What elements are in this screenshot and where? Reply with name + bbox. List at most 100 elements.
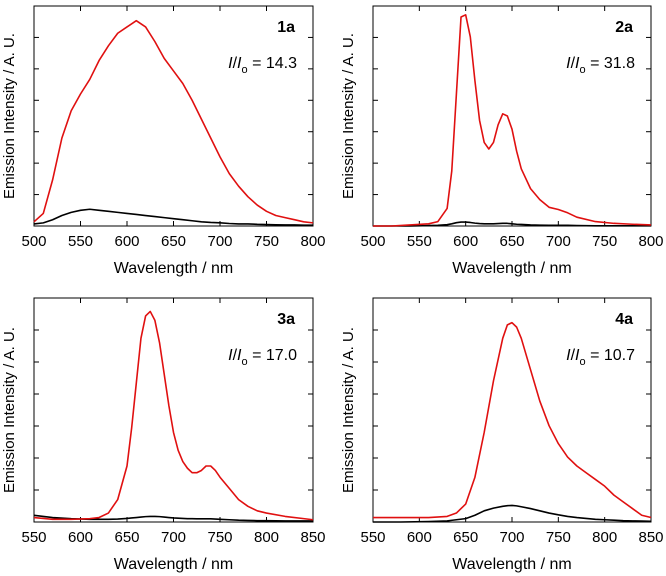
- data-point-after: [586, 472, 587, 473]
- data-point-after: [460, 16, 461, 17]
- data-point-before: [604, 519, 605, 520]
- data-point-before: [567, 516, 568, 517]
- data-point-before: [484, 223, 485, 224]
- data-point-after: [576, 217, 577, 218]
- data-point-after: [99, 60, 100, 61]
- data-point-before: [632, 520, 633, 521]
- data-point-after: [210, 137, 211, 138]
- data-point-after: [502, 338, 503, 339]
- panel-label: 1a: [277, 19, 295, 36]
- x-tick-label: 650: [499, 233, 524, 250]
- data-point-after: [576, 465, 577, 466]
- data-point-after: [312, 519, 313, 520]
- panel-label: 2a: [615, 19, 633, 36]
- data-point-before: [159, 516, 160, 517]
- x-tick-label: 600: [453, 233, 478, 250]
- data-point-before: [247, 520, 248, 521]
- data-point-before: [71, 212, 72, 213]
- data-point-before: [173, 218, 174, 219]
- data-point-after: [372, 517, 373, 518]
- data-point-after: [511, 129, 512, 130]
- data-point-before: [303, 520, 304, 521]
- data-point-before: [238, 223, 239, 224]
- data-point-after: [168, 405, 169, 406]
- data-point-after: [507, 324, 508, 325]
- data-point-before: [479, 223, 480, 224]
- data-point-before: [539, 510, 540, 511]
- x-tick-label: 850: [300, 529, 325, 546]
- data-point-before: [456, 519, 457, 520]
- data-point-before: [507, 505, 508, 506]
- data-point-before: [145, 215, 146, 216]
- data-point-before: [145, 516, 146, 517]
- data-point-after: [650, 224, 651, 225]
- data-point-before: [632, 225, 633, 226]
- data-point-after: [178, 450, 179, 451]
- plot-frame: [33, 297, 314, 523]
- data-point-before: [99, 519, 100, 520]
- data-point-after: [201, 470, 202, 471]
- series-line-before: [373, 504, 652, 523]
- data-point-before: [558, 225, 559, 226]
- data-point-after: [136, 383, 137, 384]
- data-point-before: [650, 521, 651, 522]
- data-point-after: [447, 516, 448, 517]
- data-point-before: [456, 222, 457, 223]
- data-point-after: [229, 488, 230, 489]
- data-point-before: [493, 223, 494, 224]
- data-point-before: [595, 519, 596, 520]
- data-point-before: [33, 515, 34, 516]
- data-point-before: [182, 518, 183, 519]
- data-point-before: [257, 224, 258, 225]
- x-tick-label: 550: [407, 233, 432, 250]
- series-line-after: [33, 19, 314, 224]
- data-point-after: [173, 70, 174, 71]
- data-point-after: [154, 41, 155, 42]
- data-point-after: [567, 456, 568, 457]
- data-point-after: [470, 36, 471, 37]
- data-point-before: [586, 518, 587, 519]
- data-point-before: [33, 223, 34, 224]
- data-point-before: [484, 510, 485, 511]
- data-point-after: [52, 179, 53, 180]
- data-point-after: [229, 173, 230, 174]
- data-point-after: [604, 486, 605, 487]
- data-point-after: [275, 215, 276, 216]
- x-tick-label: 500: [360, 233, 385, 250]
- data-point-after: [285, 217, 286, 218]
- data-point-after: [484, 142, 485, 143]
- x-axis-title: Wavelength / nm: [452, 260, 571, 277]
- data-point-after: [372, 225, 373, 226]
- data-point-after: [548, 425, 549, 426]
- data-point-after: [595, 479, 596, 480]
- intensity-ratio-value: 10.7: [604, 347, 635, 364]
- series-line-before: [33, 208, 313, 226]
- data-point-after: [205, 465, 206, 466]
- data-point-after: [558, 443, 559, 444]
- x-tick-label: 700: [161, 529, 186, 546]
- data-point-after: [632, 224, 633, 225]
- data-point-after: [456, 93, 457, 94]
- data-point-after: [219, 477, 220, 478]
- data-point-after: [257, 204, 258, 205]
- x-tick-label: 750: [207, 529, 232, 546]
- data-point-before: [530, 224, 531, 225]
- data-point-after: [173, 432, 174, 433]
- data-point-before: [215, 518, 216, 519]
- intensity-ratio: I/Io = 14.3: [228, 55, 297, 76]
- x-tick-label: 800: [592, 529, 617, 546]
- data-point-after: [215, 470, 216, 471]
- data-point-before: [266, 224, 267, 225]
- data-point-before: [613, 225, 614, 226]
- data-point-before: [465, 221, 466, 222]
- data-point-before: [275, 224, 276, 225]
- x-axis-title: Wavelength / nm: [114, 260, 233, 277]
- data-point-after: [303, 518, 304, 519]
- data-point-before: [465, 518, 466, 519]
- data-point-before: [303, 225, 304, 226]
- data-point-after: [33, 221, 34, 222]
- data-point-before: [613, 520, 614, 521]
- data-point-after: [465, 14, 466, 15]
- data-point-before: [126, 213, 127, 214]
- data-point-before: [150, 516, 151, 517]
